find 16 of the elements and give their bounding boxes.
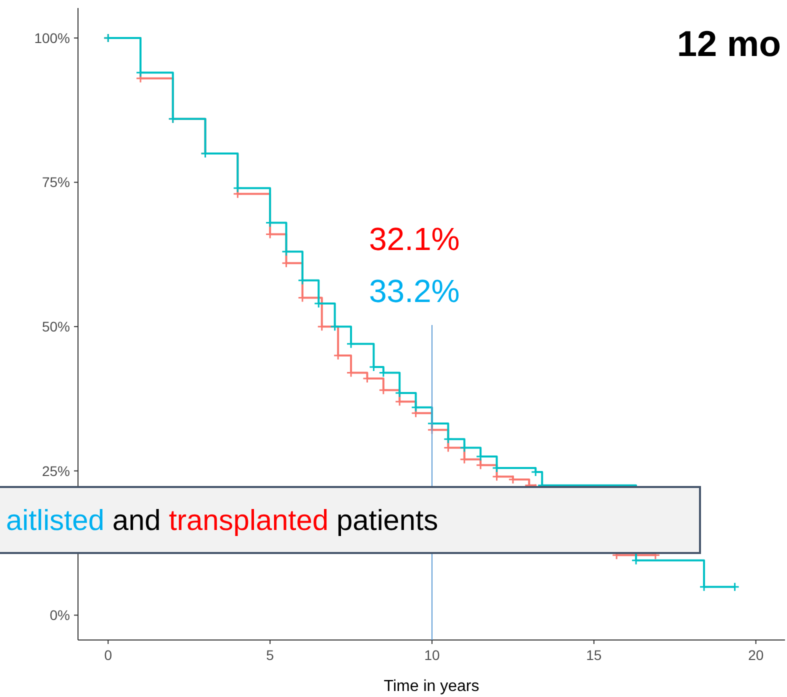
text-box: aitlisted and transplanted patients bbox=[0, 486, 701, 554]
annotation: 32.1% bbox=[369, 221, 460, 257]
x-tick-label: 10 bbox=[424, 647, 440, 663]
y-tick-label: 0% bbox=[50, 607, 70, 624]
chart-title: 12 mo bbox=[676, 23, 781, 64]
x-tick-label: 0 bbox=[104, 647, 112, 663]
x-tick-label: 20 bbox=[748, 647, 764, 663]
y-tick-label: 75% bbox=[42, 174, 70, 190]
annotation: aitlisted and transplanted patients bbox=[6, 505, 438, 537]
y-tick-label: 100% bbox=[34, 30, 70, 46]
x-axis-title: Time in years bbox=[384, 678, 480, 695]
y-tick-label: 25% bbox=[42, 462, 70, 479]
x-tick-label: 15 bbox=[586, 647, 602, 663]
y-tick-label: 50% bbox=[42, 318, 70, 334]
annotation: 33.2% bbox=[369, 273, 460, 309]
x-tick-label: 5 bbox=[266, 647, 274, 663]
